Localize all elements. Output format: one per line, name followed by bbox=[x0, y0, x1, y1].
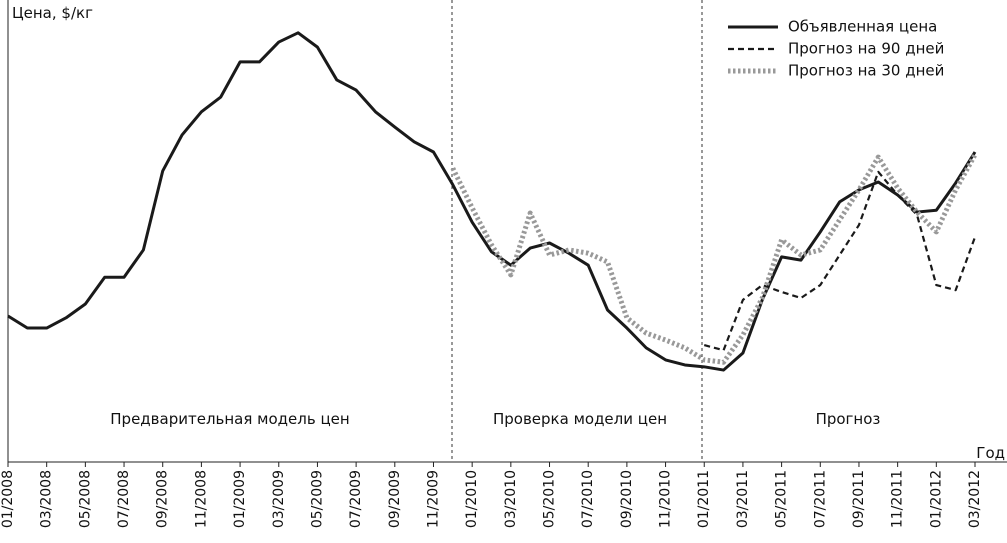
x-tick-label: 11/2010 bbox=[658, 470, 674, 528]
x-axis-label: Год bbox=[976, 444, 1005, 462]
annotation: Проверка модели цен bbox=[493, 410, 667, 428]
x-tick-label: 09/2009 bbox=[387, 470, 403, 528]
x-tick-label: 05/2009 bbox=[309, 470, 325, 528]
series-line bbox=[7, 31, 977, 372]
x-tick-label: 03/2008 bbox=[39, 470, 55, 528]
legend-label: Прогноз на 30 дней bbox=[788, 62, 944, 80]
x-tick-label: 03/2012 bbox=[967, 470, 983, 528]
x-tick-label: 03/2009 bbox=[271, 470, 287, 528]
x-tick-label: 05/2008 bbox=[77, 470, 93, 528]
x-tick-label: 07/2008 bbox=[116, 470, 132, 528]
y-axis-label: Цена, $/кг bbox=[12, 4, 93, 22]
x-tick-label: 07/2011 bbox=[812, 470, 828, 528]
x-tick-label: 05/2010 bbox=[542, 470, 558, 528]
x-tick-label: 01/2008 bbox=[0, 470, 16, 528]
annotation: Предварительная модель цен bbox=[110, 410, 349, 428]
x-tick-label: 01/2010 bbox=[464, 470, 480, 528]
x-tick-label: 11/2011 bbox=[890, 470, 906, 528]
x-tick-label: 03/2010 bbox=[503, 470, 519, 528]
x-tick-label: 11/2009 bbox=[425, 470, 441, 528]
x-tick-label: 01/2009 bbox=[232, 470, 248, 528]
series-line bbox=[450, 153, 978, 365]
x-tick-label: 05/2011 bbox=[774, 470, 790, 528]
x-tick-label: 09/2010 bbox=[619, 470, 635, 528]
x-tick-label: 07/2010 bbox=[580, 470, 596, 528]
x-tick-label: 01/2011 bbox=[696, 470, 712, 528]
annotation: Прогноз bbox=[816, 410, 881, 428]
x-tick-label: 03/2011 bbox=[735, 470, 751, 528]
x-tick-label: 07/2009 bbox=[348, 470, 364, 528]
legend-label: Прогноз на 90 дней bbox=[788, 40, 944, 58]
x-tick-label: 11/2008 bbox=[193, 470, 209, 528]
x-tick-label: 09/2008 bbox=[155, 470, 171, 528]
x-tick-label: 01/2012 bbox=[928, 470, 944, 528]
legend-label: Объявленная цена bbox=[788, 18, 937, 36]
series-line bbox=[703, 170, 977, 352]
x-tick-label: 09/2011 bbox=[851, 470, 867, 528]
